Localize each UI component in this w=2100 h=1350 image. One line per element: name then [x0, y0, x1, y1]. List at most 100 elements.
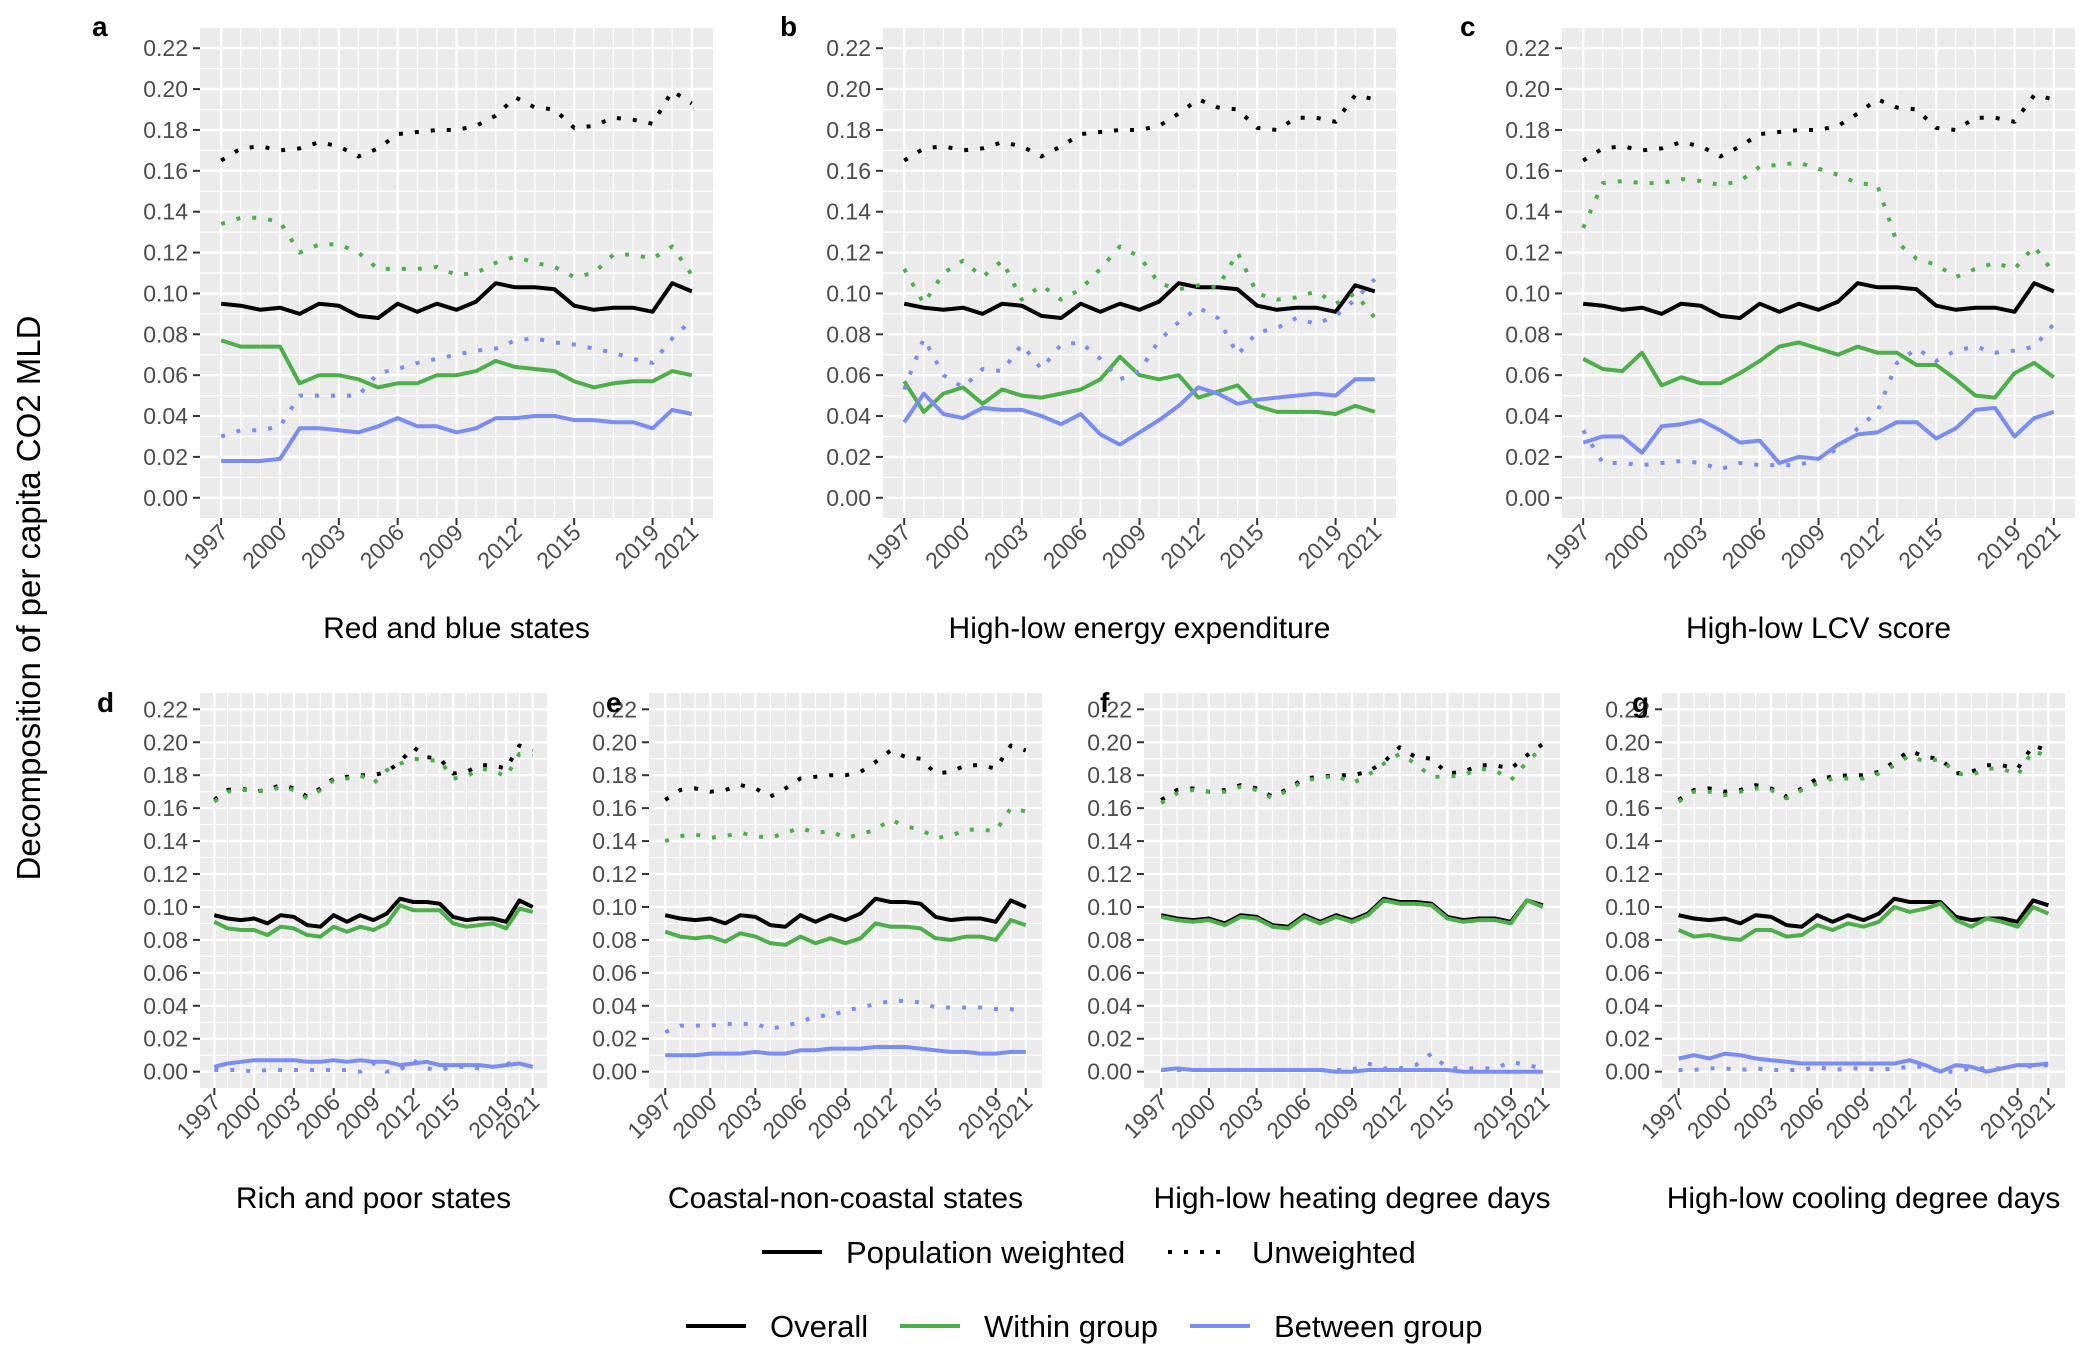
y-tick-label: 0.12: [1087, 861, 1132, 887]
y-tick-label: 0.18: [1605, 762, 1650, 788]
y-tick-label: 0.16: [143, 158, 188, 184]
y-tick-label: 0.04: [143, 403, 188, 429]
y-tick-label: 0.10: [592, 894, 637, 920]
y-tick-label: 0.16: [592, 795, 637, 821]
y-tick-label: 0.08: [1605, 927, 1650, 953]
y-tick-label: 0.16: [1505, 158, 1550, 184]
y-tick-label: 0.10: [1605, 894, 1650, 920]
y-tick-label: 0.02: [1505, 444, 1550, 470]
x-tick-label: 2006: [355, 519, 410, 574]
x-tick-label: 2012: [1834, 519, 1889, 574]
y-tick-label: 0.08: [143, 927, 188, 953]
y-tick-label: 0.14: [826, 199, 871, 225]
series-line-within-unweighted: [1581, 160, 2056, 280]
y-tick-label: 0.06: [1505, 362, 1550, 388]
y-tick-label: 0.14: [1505, 199, 1550, 225]
y-tick-label: 0.22: [826, 35, 871, 61]
series-line-within-population-weighted: [1677, 901, 2050, 942]
y-tick-label: 0.20: [592, 729, 637, 755]
x-tick-label: 2012: [848, 1089, 903, 1144]
series-line-within-population-weighted: [1582, 340, 2055, 400]
y-tick-label: 0.12: [143, 861, 188, 887]
series-line-overall-population-weighted: [1582, 281, 2055, 320]
y-tick-label: 0.14: [143, 828, 188, 854]
x-tick-label: 2012: [472, 519, 527, 574]
x-tick-label: 2009: [413, 519, 468, 574]
y-tick-label: 0.16: [826, 158, 871, 184]
y-tick-label: 0.08: [826, 321, 871, 347]
y-tick-label: 0.18: [592, 762, 637, 788]
x-tick-label: 2006: [291, 1089, 346, 1144]
y-tick-label: 0.00: [1505, 485, 1550, 511]
y-tick-label: 0.20: [1505, 76, 1550, 102]
panel-letter: f: [1100, 687, 1110, 718]
y-tick-label: 0.08: [592, 927, 637, 953]
x-tick-label: 2003: [1728, 1089, 1783, 1144]
series-line-overall-unweighted: [664, 743, 1027, 802]
series-line-overall-population-weighted: [213, 896, 534, 929]
y-tick-label: 0.00: [1605, 1059, 1650, 1085]
y-tick-label: 0.04: [592, 993, 637, 1019]
series-line-overall-population-weighted: [664, 896, 1027, 929]
x-tick-label: 1997: [178, 519, 233, 574]
legend-label: Between group: [1274, 1309, 1483, 1344]
legend-label: Population weighted: [846, 1235, 1125, 1270]
series-line-within-unweighted: [220, 215, 694, 280]
panel-letter: b: [780, 11, 797, 42]
x-tick-label: 2009: [1775, 519, 1830, 574]
series-line-between-population-weighted: [1160, 1066, 1543, 1074]
y-tick-label: 0.06: [1087, 960, 1132, 986]
x-tick-label: 2003: [296, 519, 351, 574]
panel-letter: e: [606, 687, 622, 718]
y-tick-label: 0.04: [1505, 403, 1550, 429]
x-tick-label: 2009: [1820, 1089, 1875, 1144]
y-tick-label: 0.00: [143, 1059, 188, 1085]
y-tick-label: 0.02: [1087, 1026, 1132, 1052]
panel-letter: c: [1460, 11, 1476, 42]
series-line-between-unweighted: [902, 277, 1377, 391]
y-tick-label: 0.22: [592, 696, 637, 722]
x-tick-label: 2012: [1155, 519, 1210, 574]
y-tick-label: 0.06: [826, 362, 871, 388]
panel-b: 0.00 0.02 0.04 0.06 0.08 0.10 0.12 0.14 0.16 0.18…: [780, 11, 1396, 645]
series-line-between-population-weighted: [1678, 1051, 2049, 1074]
x-tick-label: 2003: [979, 519, 1034, 574]
x-tick-label: 1997: [171, 1089, 226, 1144]
x-tick-label: 2012: [370, 1089, 425, 1144]
y-tick-label: 0.10: [143, 894, 188, 920]
y-tick-label: 0.08: [1087, 927, 1132, 953]
series-line-overall-unweighted: [903, 93, 1376, 163]
x-tick-label: 2000: [1599, 519, 1654, 574]
y-tick-label: 0.20: [1087, 729, 1132, 755]
y-tick-label: 0.04: [826, 403, 871, 429]
series-line-between-unweighted: [664, 998, 1027, 1035]
x-tick-label: 2000: [211, 1089, 266, 1144]
x-tick-label: 2019: [1972, 519, 2027, 574]
x-tick-label: 2012: [1867, 1089, 1922, 1144]
x-tick-label: 2009: [330, 1089, 385, 1144]
legend-label: Within group: [984, 1309, 1158, 1344]
series-line-overall-unweighted: [1582, 93, 2055, 163]
x-axis-title: High-low LCV score: [1686, 612, 1951, 645]
y-tick-label: 0.14: [592, 828, 637, 854]
x-tick-label: 2021: [1332, 519, 1387, 574]
y-tick-label: 0.06: [1605, 960, 1650, 986]
y-tick-label: 0.06: [143, 960, 188, 986]
series-line-between-population-weighted: [665, 1045, 1026, 1058]
series-line-overall-population-weighted: [903, 281, 1376, 320]
y-tick-label: 0.18: [1087, 762, 1132, 788]
y-tick-label: 0.20: [826, 76, 871, 102]
series-line-between-population-weighted: [221, 407, 693, 463]
y-tick-label: 0.02: [826, 444, 871, 470]
y-tick-label: 0.08: [143, 321, 188, 347]
x-axis-title: High-low energy expenditure: [949, 612, 1331, 645]
x-tick-label: 1997: [1540, 519, 1595, 574]
x-tick-label: 1997: [1636, 1089, 1691, 1144]
series-line-between-unweighted: [220, 318, 694, 439]
x-tick-label: 1997: [622, 1089, 677, 1144]
series-line-within-population-weighted: [1160, 898, 1544, 931]
y-tick-label: 0.02: [592, 1026, 637, 1052]
y-tick-label: 0.16: [1087, 795, 1132, 821]
x-tick-label: 2000: [920, 519, 975, 574]
